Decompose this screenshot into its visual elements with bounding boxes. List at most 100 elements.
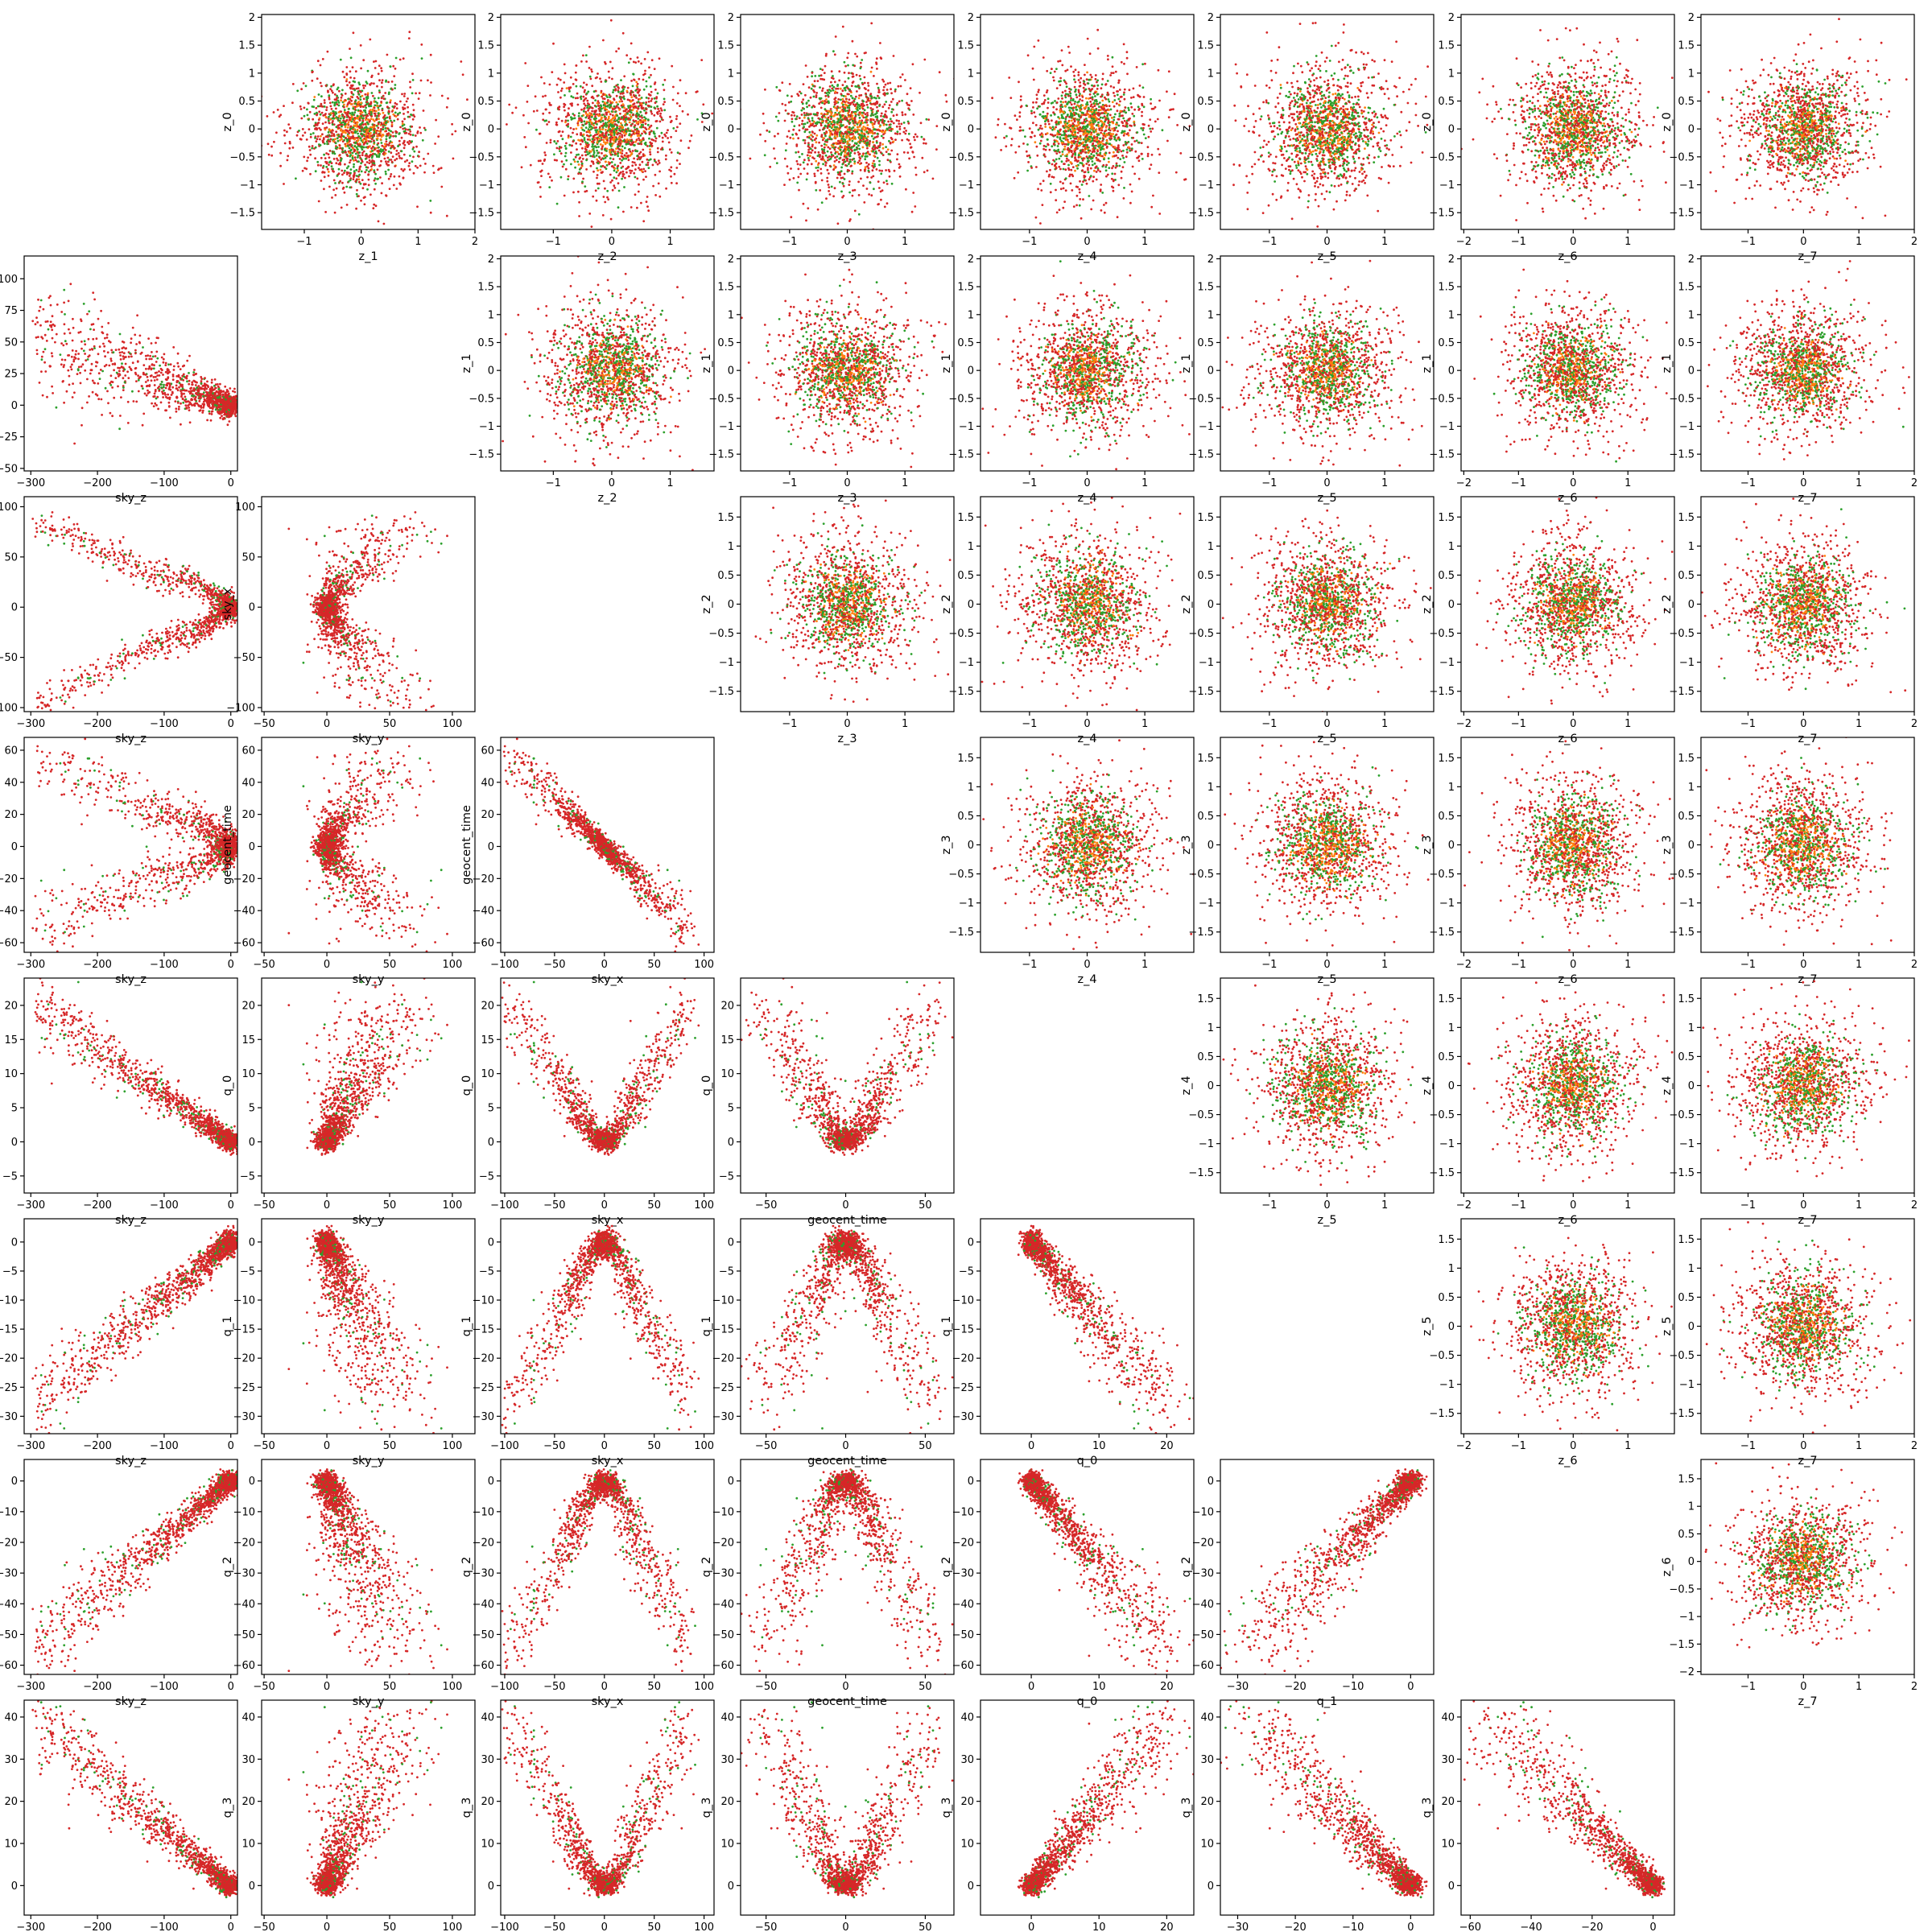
scatter-point xyxy=(178,408,180,411)
scatter-point xyxy=(63,526,65,529)
scatter-point xyxy=(75,689,77,691)
scatter-point xyxy=(127,800,130,803)
scatter-point xyxy=(217,406,220,408)
scatter-point xyxy=(152,356,155,358)
scatter-point xyxy=(36,697,39,700)
scatter-point xyxy=(393,640,395,642)
scatter-point xyxy=(225,401,227,403)
scatter-point xyxy=(121,351,123,353)
scatter-point xyxy=(202,602,204,605)
scatter-point xyxy=(208,402,211,404)
scatter-point xyxy=(145,566,147,568)
scatter-point xyxy=(333,616,336,618)
scatter-point xyxy=(174,400,176,402)
scatter-point xyxy=(83,532,85,535)
scatter-point xyxy=(181,879,184,881)
scatter-point xyxy=(383,561,386,564)
scatter-point xyxy=(121,366,123,369)
scatter-point xyxy=(237,401,240,403)
scatter-point xyxy=(191,583,193,585)
scatter-point xyxy=(195,384,197,386)
scatter-point xyxy=(180,377,182,379)
scatter-point xyxy=(373,574,375,576)
scatter-point xyxy=(153,405,155,407)
scatter-point xyxy=(322,594,324,597)
scatter-point xyxy=(77,779,80,782)
scatter-point xyxy=(173,365,175,368)
scatter-point xyxy=(168,386,171,389)
scatter-point xyxy=(142,651,145,654)
scatter-point xyxy=(203,623,205,625)
scatter-point xyxy=(91,369,93,371)
scatter-point xyxy=(215,622,217,625)
scatter-point xyxy=(410,674,412,676)
scatter-point xyxy=(353,665,355,667)
scatter-point xyxy=(216,401,218,403)
scatter-point xyxy=(340,640,342,642)
scatter-point xyxy=(104,906,106,909)
scatter-point xyxy=(121,811,123,813)
scatter-point xyxy=(52,525,54,527)
scatter-point xyxy=(200,395,202,398)
scatter-point xyxy=(363,536,365,539)
scatter-point xyxy=(218,398,221,401)
scatter-point xyxy=(239,843,242,845)
scatter-point xyxy=(87,356,89,358)
scatter-point xyxy=(83,349,85,352)
scatter-point xyxy=(135,401,138,403)
scatter-point xyxy=(184,399,186,402)
scatter-point xyxy=(175,580,178,582)
scatter-point xyxy=(405,698,407,700)
scatter-point xyxy=(198,400,200,402)
scatter-point xyxy=(187,865,189,867)
scatter-point xyxy=(186,627,188,630)
scatter-point xyxy=(39,695,42,697)
scatter-point xyxy=(218,819,221,822)
scatter-point xyxy=(235,411,237,413)
scatter-point xyxy=(88,310,90,312)
y-tick-label: 100 xyxy=(0,502,18,514)
scatter-point xyxy=(109,918,112,920)
scatter-point xyxy=(354,634,357,637)
scatter-point xyxy=(151,374,153,377)
scatter-point xyxy=(136,650,138,652)
scatter-point xyxy=(165,628,167,630)
scatter-point xyxy=(147,354,149,357)
scatter-point xyxy=(357,679,360,682)
scatter-point xyxy=(213,615,215,617)
scatter-point xyxy=(188,355,191,357)
scatter-point xyxy=(214,609,217,612)
scatter-point xyxy=(235,855,237,857)
scatter-point xyxy=(365,578,367,580)
scatter-point xyxy=(208,611,211,613)
scatter-point xyxy=(161,369,163,371)
scatter-point xyxy=(146,394,148,397)
scatter-point xyxy=(65,902,68,905)
y-tick-label: −100 xyxy=(0,703,18,715)
scatter-point xyxy=(133,400,135,402)
scatter-point xyxy=(390,559,392,561)
scatter-point xyxy=(184,404,187,407)
scatter-point xyxy=(212,601,214,604)
scatter-point xyxy=(113,351,115,353)
scatter-point xyxy=(229,413,231,415)
scatter-point xyxy=(328,589,331,592)
scatter-point xyxy=(324,583,326,585)
scatter-point xyxy=(75,907,77,910)
scatter-point xyxy=(233,621,236,624)
scatter-point xyxy=(401,677,403,679)
scatter-point xyxy=(315,611,317,613)
scatter-point xyxy=(93,382,96,385)
scatter-point xyxy=(316,691,319,694)
scatter-point xyxy=(68,530,70,533)
scatter-point xyxy=(161,649,163,651)
scatter-point xyxy=(219,411,221,413)
scatter-point xyxy=(374,566,377,568)
scatter-point xyxy=(106,667,109,669)
scatter-point xyxy=(77,677,80,679)
scatter-point xyxy=(177,788,180,791)
scatter-point xyxy=(383,572,386,574)
scatter-point xyxy=(195,638,197,641)
scatter-point xyxy=(108,559,110,561)
scatter-point xyxy=(123,559,126,561)
